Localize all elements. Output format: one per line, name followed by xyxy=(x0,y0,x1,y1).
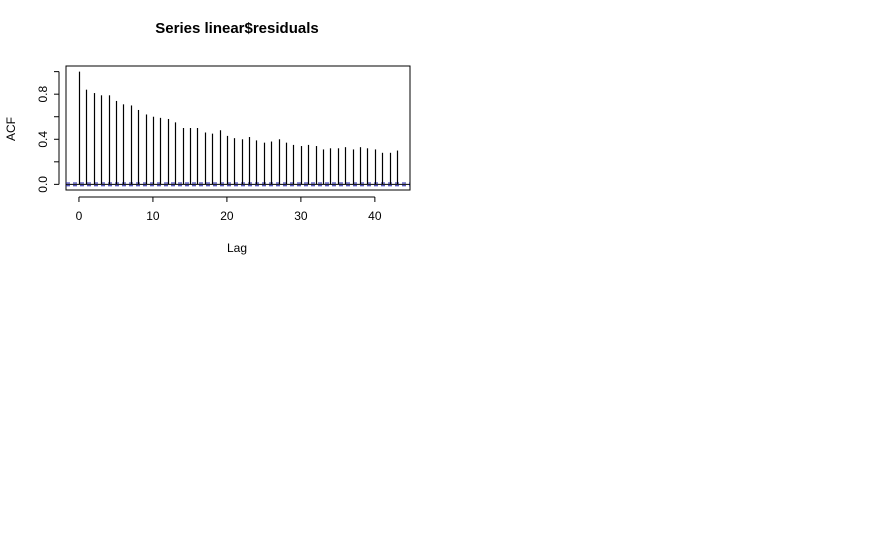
x-tick-label: 40 xyxy=(368,209,382,223)
x-tick-label: 30 xyxy=(294,209,308,223)
y-tick-label: 0.8 xyxy=(36,86,50,103)
plot-frame xyxy=(65,65,411,191)
chart-title: Series linear$residuals xyxy=(155,20,318,37)
y-tick-label: 0.4 xyxy=(36,131,50,148)
plot-area: 0 10 20 30 40 0.0 0.4 0.8 xyxy=(36,65,411,223)
x-tick-label: 0 xyxy=(76,209,83,223)
x-axis-label: Lag xyxy=(227,241,247,255)
x-tick-label: 20 xyxy=(220,209,234,223)
x-tick-label: 10 xyxy=(146,209,160,223)
y-tick-label: 0.0 xyxy=(36,176,50,193)
y-axis-label: ACF xyxy=(4,117,18,141)
